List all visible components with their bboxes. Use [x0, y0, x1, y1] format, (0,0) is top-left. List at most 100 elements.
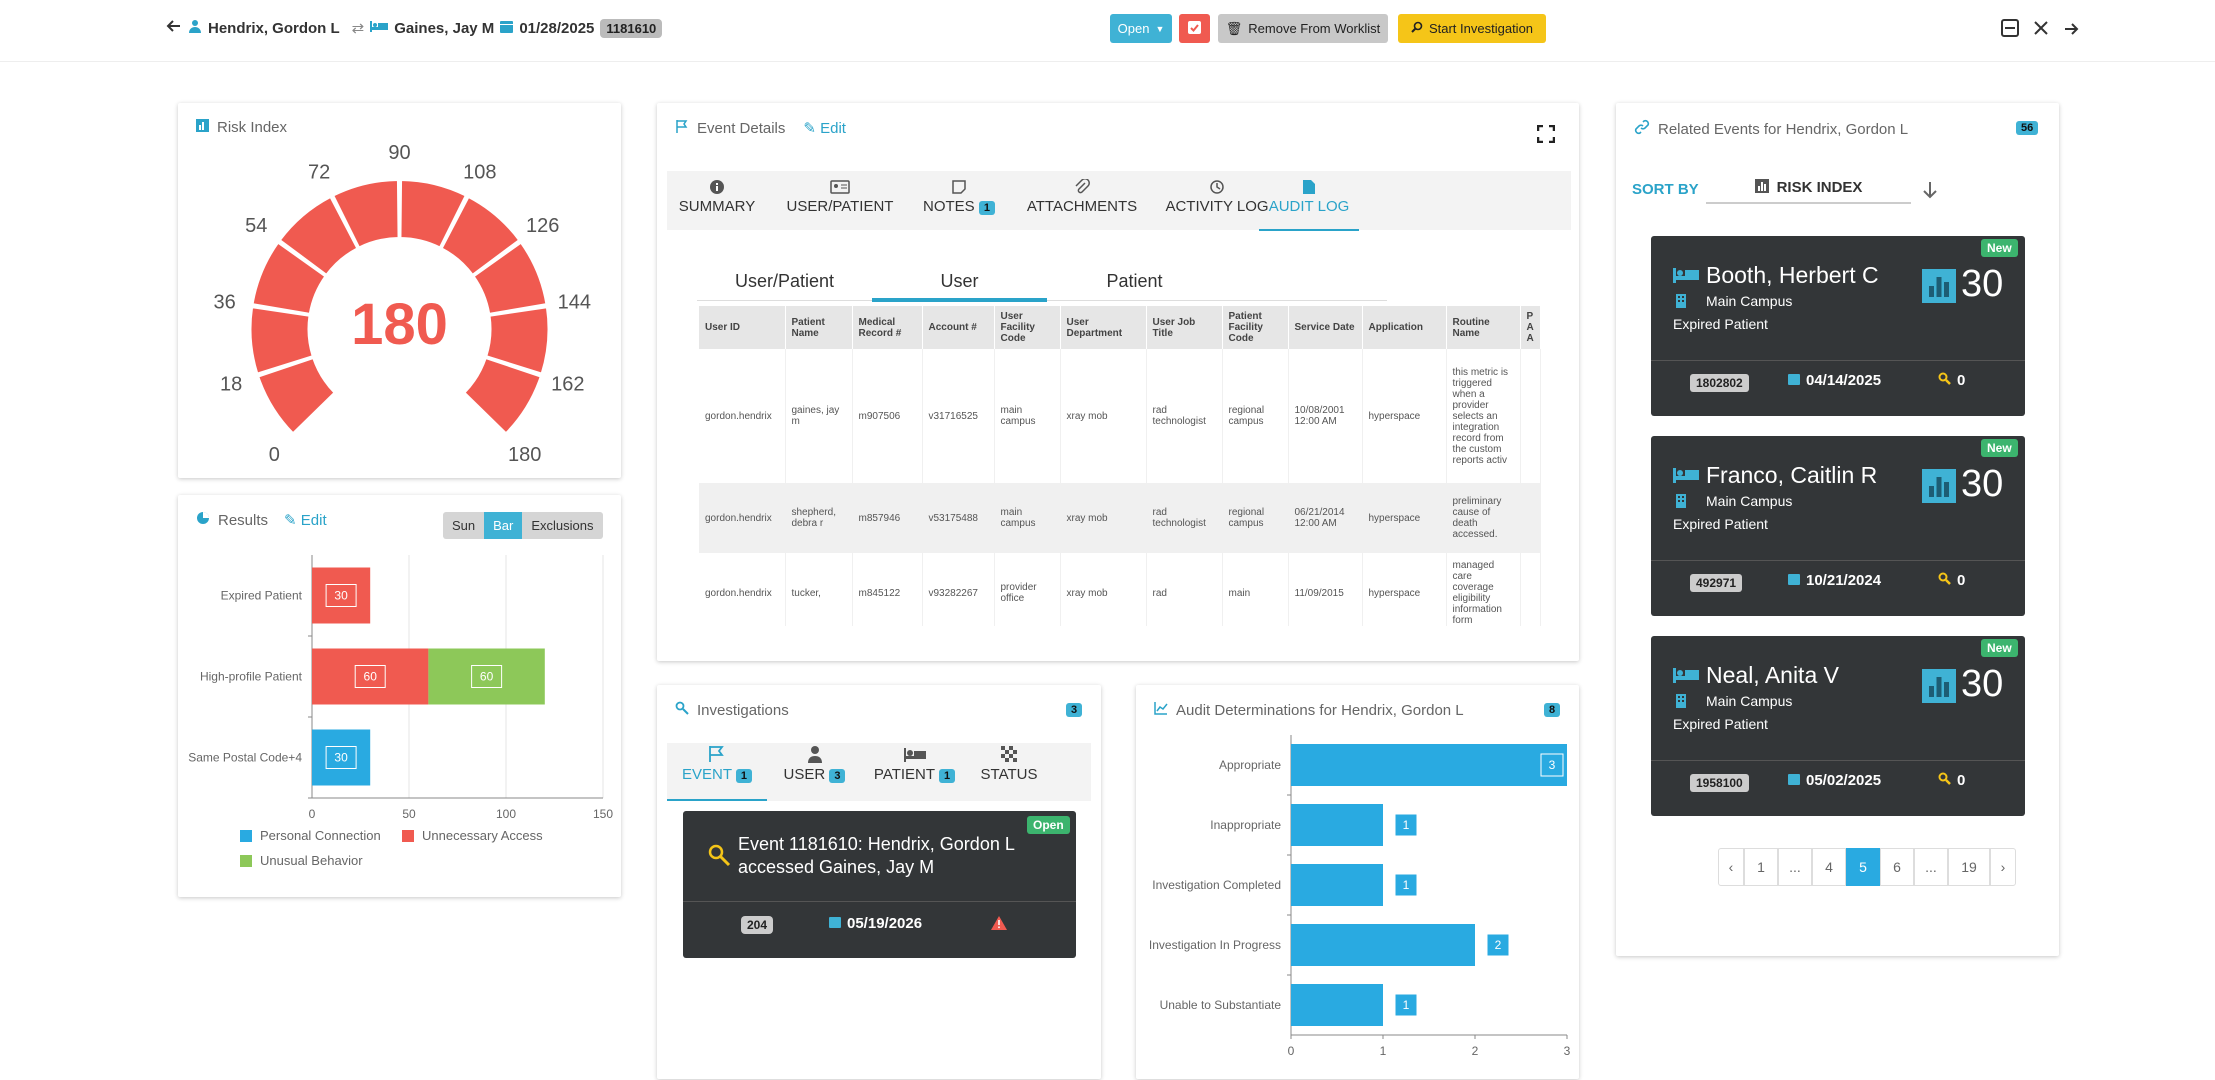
- subtab-user[interactable]: User: [872, 271, 1047, 302]
- back-arrow-icon[interactable]: [166, 18, 182, 38]
- table-header-row: User ID Patient Name Medical Record # Accou…: [699, 306, 1541, 349]
- results-title-text: Results: [218, 511, 269, 529]
- header-patient[interactable]: Gaines, Jay M: [394, 19, 495, 37]
- related-card-name[interactable]: Franco, Caitlin R: [1706, 462, 1878, 488]
- table-cell: shepherd, debra r: [785, 483, 853, 553]
- y-tick-label: Investigation In Progress: [1149, 938, 1281, 952]
- pagination-item[interactable]: ...: [1914, 848, 1948, 886]
- subtab-user-patient[interactable]: User/Patient: [734, 271, 835, 291]
- document-icon: [1259, 179, 1359, 195]
- related-card-reason: Expired Patient: [1673, 716, 1768, 732]
- table-header-cell[interactable]: User Department: [1060, 306, 1147, 349]
- table-header-cell[interactable]: Account #: [922, 306, 995, 349]
- related-events-panel: Related Events for Hendrix, Gordon L 56 …: [1616, 103, 2059, 956]
- check-button[interactable]: [1179, 14, 1210, 43]
- tab-user-patient[interactable]: USER/PATIENT: [775, 179, 905, 215]
- table-row[interactable]: gordon.hendrix tucker, m845122 v93282267 pro…: [699, 553, 1541, 626]
- pagination-item[interactable]: ‹: [1718, 848, 1744, 886]
- toggle-bar[interactable]: Bar: [484, 512, 523, 539]
- remove-from-worklist-button[interactable]: 🗑 Remove From Worklist: [1218, 14, 1388, 43]
- tab-user[interactable]: USER 3: [772, 745, 857, 783]
- gauge-tick-label: 54: [245, 215, 267, 237]
- sort-value: RISK INDEX: [1776, 179, 1863, 196]
- legend-swatch: [402, 830, 414, 842]
- close-icon[interactable]: [2034, 21, 2048, 40]
- user-icon: [188, 19, 202, 37]
- table-header-cell[interactable]: Patient Facility Code: [1222, 306, 1289, 349]
- minimize-icon[interactable]: [2001, 19, 2019, 42]
- related-card-score: 30: [1961, 663, 2004, 705]
- status-dropdown-button[interactable]: Open ▼: [1110, 14, 1172, 43]
- related-card-name[interactable]: Booth, Herbert C: [1706, 262, 1879, 288]
- table-header-cell[interactable]: P A A: [1520, 306, 1541, 349]
- tab-patient[interactable]: PATIENT 1: [862, 745, 967, 783]
- line-chart-icon: [1154, 701, 1168, 719]
- subtab-patient[interactable]: Patient: [1106, 271, 1163, 291]
- table-header-cell[interactable]: Application: [1362, 306, 1447, 349]
- forward-arrow-icon[interactable]: [2063, 21, 2079, 42]
- search-icon: [1938, 372, 1951, 389]
- pagination-item[interactable]: ›: [1990, 848, 2016, 886]
- related-event-card[interactable]: New Neal, Anita V Main Campus Expired Patie…: [1651, 636, 2025, 816]
- results-edit-link[interactable]: ✎ Edit: [284, 512, 327, 529]
- related-event-card[interactable]: New Franco, Caitlin R Main Campus Expired P…: [1651, 436, 2025, 616]
- pagination-item[interactable]: 4: [1812, 848, 1846, 886]
- toggle-sun[interactable]: Sun: [443, 512, 485, 539]
- event-edit-link[interactable]: ✎ Edit: [803, 120, 846, 137]
- investigation-card[interactable]: Open Event 1181610: Hendrix, Gordon L ac…: [683, 811, 1076, 958]
- related-card-count: 0: [1957, 572, 1966, 589]
- table-header-cell[interactable]: User Job Title: [1146, 306, 1223, 349]
- fullscreen-icon[interactable]: [1536, 124, 1556, 148]
- table-header-cell[interactable]: Patient Name: [785, 306, 853, 349]
- tab-notes[interactable]: NOTES 1: [909, 179, 1009, 215]
- tab-attachments[interactable]: ATTACHMENTS: [1012, 179, 1152, 215]
- x-tick-label: 50: [402, 807, 416, 821]
- related-event-card[interactable]: New Booth, Herbert C Main Campus Expired Pa…: [1651, 236, 2025, 416]
- event-badge: 1: [735, 769, 753, 783]
- tab-activity-log[interactable]: ACTIVITY LOG: [1147, 179, 1287, 215]
- table-header-cell[interactable]: User ID: [699, 306, 786, 349]
- pagination-item[interactable]: ...: [1778, 848, 1812, 886]
- tab-event[interactable]: EVENT 1: [667, 745, 767, 801]
- table-cell: v93282267: [922, 553, 995, 626]
- tab-status[interactable]: STATUS: [969, 745, 1049, 783]
- related-card-name[interactable]: Neal, Anita V: [1706, 662, 1839, 688]
- bar: [312, 648, 429, 705]
- table-row[interactable]: gordon.hendrix gaines, jay m m907506 v31716…: [699, 349, 1541, 483]
- start-investigation-button[interactable]: Start Investigation: [1398, 14, 1546, 43]
- gauge-tick-label: 18: [220, 374, 242, 396]
- legend-label: Unnecessary Access: [422, 828, 543, 843]
- header-user[interactable]: Hendrix, Gordon L: [208, 19, 340, 37]
- table-header-cell[interactable]: User Facility Code: [994, 306, 1061, 349]
- tab-event-label: EVENT: [681, 766, 732, 783]
- pagination-item[interactable]: 6: [1880, 848, 1914, 886]
- link-icon: [1634, 119, 1650, 139]
- tab-summary[interactable]: SUMMARY: [667, 179, 767, 215]
- table-cell: xray mob: [1060, 483, 1147, 553]
- table-header-cell[interactable]: Service Date: [1288, 306, 1363, 349]
- y-tick-label: Expired Patient: [221, 589, 303, 603]
- pagination-item[interactable]: 19: [1948, 848, 1990, 886]
- tab-patient-label: PATIENT: [873, 766, 935, 783]
- calendar-icon: [1788, 372, 1800, 389]
- toggle-exclusions[interactable]: Exclusions: [522, 512, 603, 539]
- table-cell: m857946: [852, 483, 923, 553]
- tab-audit-log[interactable]: AUDIT LOG: [1259, 179, 1359, 231]
- table-cell: [1520, 483, 1541, 553]
- user-icon: [772, 745, 857, 763]
- x-tick-label: 2: [1472, 1044, 1479, 1058]
- y-tick-label: Same Postal Code+4: [188, 751, 302, 765]
- pagination-item[interactable]: 1: [1744, 848, 1778, 886]
- table-header-cell[interactable]: Routine Name: [1446, 306, 1521, 349]
- gauge-segment: [463, 356, 542, 435]
- notes-badge: 1: [978, 201, 995, 215]
- related-card-campus: Main Campus: [1706, 293, 1793, 309]
- table-header-cell[interactable]: Medical Record #: [852, 306, 923, 349]
- related-card-investigations: 0: [1938, 372, 1965, 389]
- sort-direction-icon[interactable]: [1922, 181, 1938, 204]
- data-label: 1: [1403, 818, 1410, 832]
- table-row[interactable]: gordon.hendrix shepherd, debra r m857946 v5…: [699, 483, 1541, 553]
- sort-select[interactable]: RISK INDEX: [1706, 173, 1911, 204]
- x-tick-label: 1: [1380, 1044, 1387, 1058]
- pagination-item[interactable]: 5: [1846, 848, 1880, 886]
